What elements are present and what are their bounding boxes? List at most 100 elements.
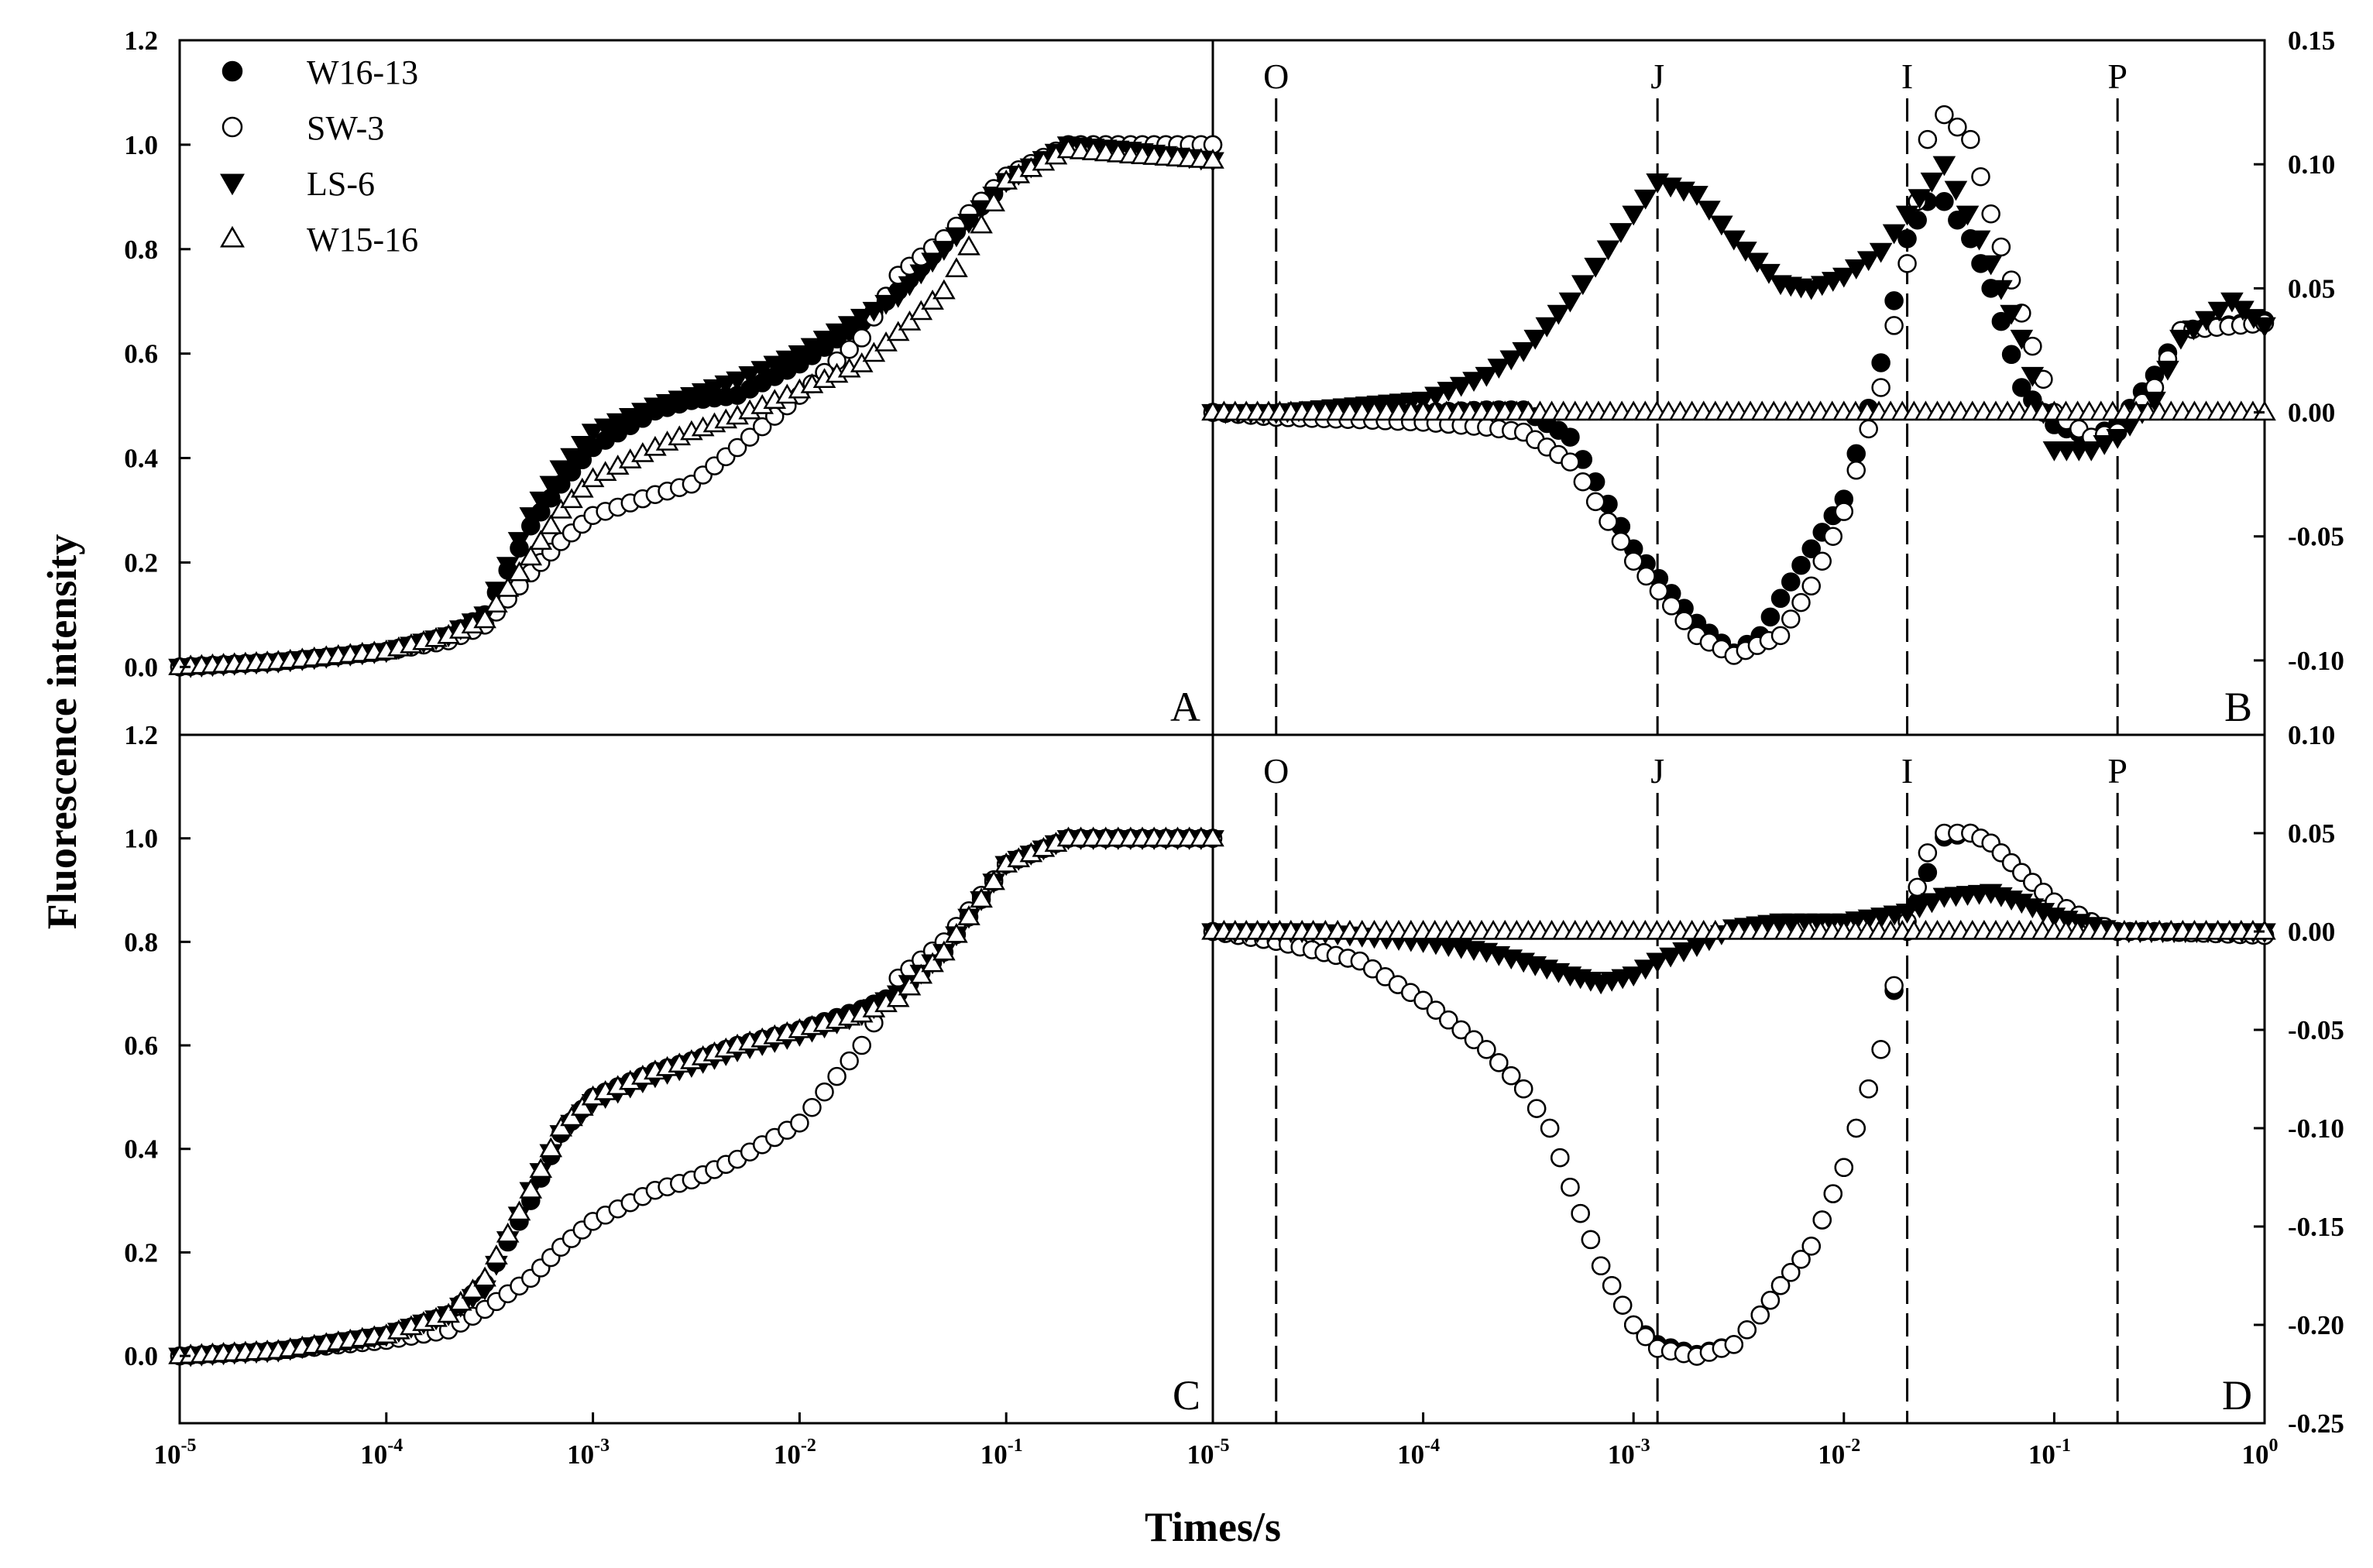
point-ls-6 xyxy=(2182,320,2206,341)
y-tick-label: 0.10 xyxy=(2288,720,2335,750)
point-ls-6 xyxy=(1734,242,1757,262)
point-w16-13 xyxy=(1918,863,1938,883)
x-tick-label: 10-4 xyxy=(1397,1436,1440,1470)
point-w15-16 xyxy=(461,1278,485,1299)
text-labels: A O J I P B C O J I P D 0.0 0.2 0.4 0.6 0.8 1.0 1.2 0.0 0.2 0… xyxy=(39,26,2344,1550)
point-sw-3 xyxy=(1551,1148,1570,1168)
point-sw-3 xyxy=(1750,1306,1770,1325)
point-w16-13 xyxy=(1801,539,1821,558)
point-ls-6 xyxy=(680,387,703,407)
point-sw-3 xyxy=(2023,336,2042,356)
panel-letter-a: A xyxy=(1170,684,1200,730)
y-tick-label: 1.2 xyxy=(124,720,158,750)
point-ls-6 xyxy=(1512,341,1535,362)
point-ls-6 xyxy=(2093,434,2117,455)
point-sw-3 xyxy=(1918,129,1938,149)
point-sw-3 xyxy=(1464,1030,1484,1049)
point-sw-3 xyxy=(1540,1118,1560,1138)
legend-entry-w16-13: W16-13 xyxy=(222,53,418,91)
point-sw-3 xyxy=(1948,117,1967,137)
point-sw-3 xyxy=(1571,1203,1590,1223)
point-w15-16 xyxy=(473,1266,496,1287)
point-ls-6 xyxy=(726,371,749,392)
point-w16-13 xyxy=(2012,378,2031,397)
figure-frame xyxy=(178,39,2266,1425)
panel-letter-b: B xyxy=(2224,684,2252,730)
point-ls-6 xyxy=(691,383,715,403)
point-sw-3 xyxy=(815,1082,834,1102)
point-ls-6 xyxy=(1710,215,1733,236)
point-w15-16 xyxy=(970,213,993,234)
y-tick-label: 0.05 xyxy=(2288,273,2335,304)
y-tick-label: 1.0 xyxy=(124,824,158,854)
point-w15-16 xyxy=(932,940,956,961)
point-sw-3 xyxy=(1573,472,1593,492)
point-ls-6 xyxy=(644,397,667,418)
series-w16-13 xyxy=(1203,823,2275,1364)
y-tick-label: -0.10 xyxy=(2288,1113,2344,1144)
point-ls-6 xyxy=(1499,350,1523,371)
y-tick-label: 0.6 xyxy=(124,1031,158,1061)
y-tick-label: -0.05 xyxy=(2288,522,2344,552)
y-tick-label: 0.2 xyxy=(124,1237,158,1268)
point-w16-13 xyxy=(1770,588,1791,609)
point-w15-16 xyxy=(957,235,980,256)
point-ls-6 xyxy=(1845,911,1868,932)
point-ls-6 xyxy=(1571,275,1595,296)
point-w15-16 xyxy=(560,1106,583,1127)
y-tick-label: 0.0 xyxy=(124,1341,158,1371)
panel-c xyxy=(168,826,1224,1368)
y-tick-label: -0.25 xyxy=(2288,1408,2344,1439)
phase-label-j: J xyxy=(1650,57,1664,96)
point-w15-16 xyxy=(549,1116,573,1137)
point-sw-3 xyxy=(1585,492,1605,512)
point-w15-16 xyxy=(850,352,874,372)
point-w15-16 xyxy=(507,561,531,582)
point-ls-6 xyxy=(2079,441,2103,461)
point-ls-6 xyxy=(763,355,787,376)
point-ls-6 xyxy=(1722,230,1746,251)
series-sw-3 xyxy=(1203,105,2275,665)
x-tick-label: 10-2 xyxy=(774,1436,816,1470)
panel-d xyxy=(1201,823,2276,1366)
point-sw-3 xyxy=(1439,1010,1458,1030)
phase-label-i: I xyxy=(1901,751,1913,791)
point-ls-6 xyxy=(571,435,594,456)
point-w15-16 xyxy=(560,488,583,509)
legend-entry-w15-16: W15-16 xyxy=(220,221,418,259)
point-ls-6 xyxy=(1882,224,1906,245)
series-w15-16 xyxy=(168,826,1224,1364)
point-ls-6 xyxy=(1967,230,1991,251)
phase-label-i: I xyxy=(1901,57,1913,96)
point-ls-6 xyxy=(1990,280,2013,300)
point-ls-6 xyxy=(2253,317,2276,338)
point-w15-16 xyxy=(945,922,968,943)
point-sw-3 xyxy=(1834,1158,1854,1178)
point-sw-3 xyxy=(1823,1184,1843,1203)
point-ls-6 xyxy=(593,418,617,439)
point-ls-6 xyxy=(2207,301,2231,322)
point-ls-6 xyxy=(886,287,910,308)
point-ls-6 xyxy=(738,366,761,386)
point-ls-6 xyxy=(874,294,898,315)
point-w15-16 xyxy=(874,331,898,352)
point-w15-16 xyxy=(448,1290,472,1311)
point-ls-6 xyxy=(618,407,642,428)
point-ls-6 xyxy=(1622,966,1646,987)
point-w15-16 xyxy=(529,1158,553,1179)
point-sw-3 xyxy=(1770,1275,1791,1295)
point-ls-6 xyxy=(507,532,531,552)
point-ls-6 xyxy=(560,448,583,468)
point-ls-6 xyxy=(1462,372,1485,393)
point-ls-6 xyxy=(519,507,543,527)
point-sw-3 xyxy=(1623,1315,1643,1335)
point-sw-3 xyxy=(790,1113,809,1133)
series-sw-3 xyxy=(1203,823,2275,1366)
point-ls-6 xyxy=(1672,942,1695,962)
panel-frames xyxy=(178,39,2266,1425)
phase-marker-lines xyxy=(1275,98,2119,1423)
phase-label-j: J xyxy=(1650,751,1664,791)
point-ls-6 xyxy=(714,375,738,396)
point-w15-16 xyxy=(519,1179,543,1199)
point-w16-13 xyxy=(1846,444,1866,464)
